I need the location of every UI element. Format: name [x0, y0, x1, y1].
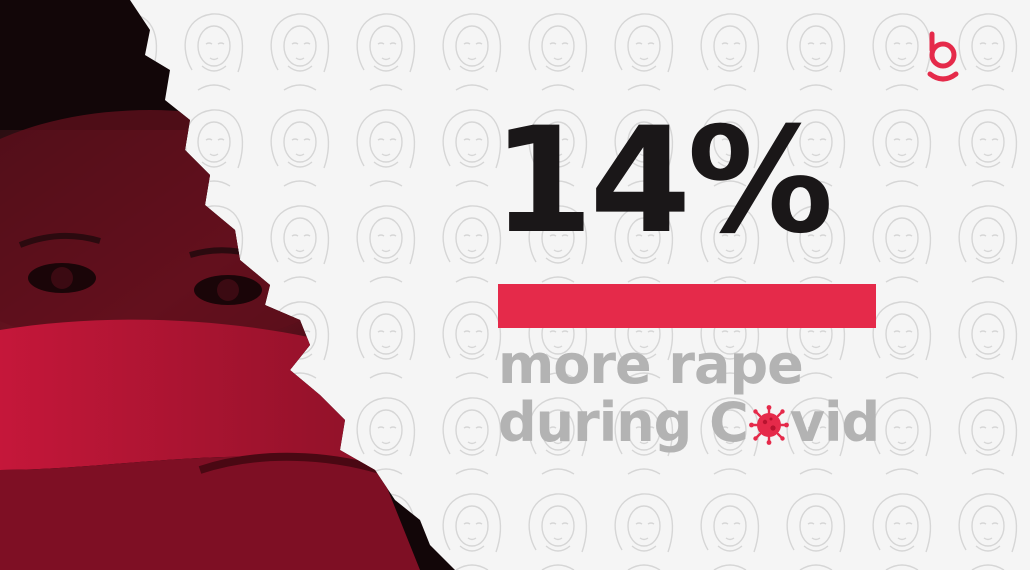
- caption-line-2-start: during C: [498, 391, 749, 454]
- caption-line-2-end: vid: [789, 391, 880, 454]
- accent-bar: [498, 284, 876, 328]
- statistic-caption: more rape during C vid: [498, 336, 918, 452]
- caption-line-2: during C vid: [498, 394, 918, 452]
- brand-logo-icon: [927, 31, 959, 82]
- statistic-value: 14%: [492, 96, 833, 266]
- coronavirus-icon: [748, 405, 789, 445]
- caption-line-1: more rape: [498, 333, 804, 396]
